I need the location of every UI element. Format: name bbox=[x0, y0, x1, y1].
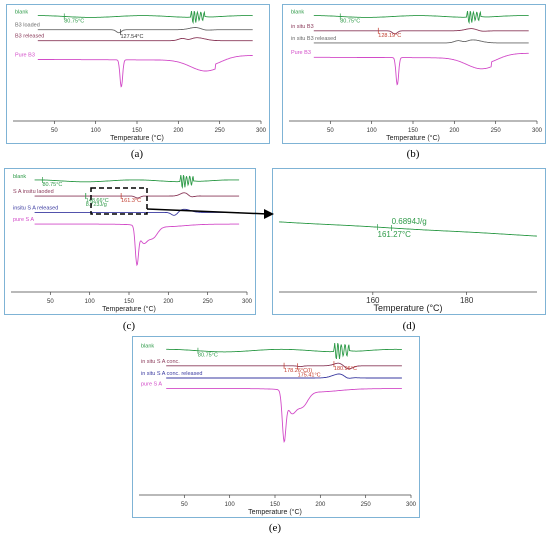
series-line bbox=[37, 55, 253, 88]
caption-d: (d) bbox=[402, 320, 416, 332]
series-label: pure S A bbox=[141, 382, 162, 388]
annotation-label: 80.75°C bbox=[42, 182, 62, 188]
series-label: in situ B3 released bbox=[291, 36, 336, 42]
x-tick-label: 200 bbox=[315, 502, 326, 508]
series-label: in situ B3 bbox=[291, 24, 314, 30]
x-tick-label: 250 bbox=[361, 502, 372, 508]
x-tick-label: 180 bbox=[460, 296, 474, 305]
series-line bbox=[37, 27, 253, 34]
caption-a: (a) bbox=[130, 148, 144, 160]
annotation-label: 8.723J/g bbox=[86, 202, 107, 208]
chart-d-svg: 160 180 Temperature (°C) 0.6894J/g 161.27°C bbox=[279, 217, 537, 313]
chart-c-svg: 50 100 150 200 250 300 Temperature (°C) blank S … bbox=[11, 174, 253, 313]
x-axis-label: Temperature (°C) bbox=[248, 508, 302, 516]
chart-e-svg: 50 100 150 200 250 300 Temperature (°C) blank in… bbox=[139, 343, 417, 516]
caption-b: (b) bbox=[406, 148, 420, 160]
series-label: blank bbox=[291, 10, 304, 16]
series-label: in situ S A conc. bbox=[141, 359, 180, 365]
series-label: blank bbox=[15, 10, 28, 16]
x-tick-label: 300 bbox=[256, 128, 267, 134]
x-tick-label: 150 bbox=[408, 128, 419, 134]
x-tick-label: 150 bbox=[270, 502, 281, 508]
x-tick-label: 50 bbox=[47, 299, 54, 305]
x-tick-label: 300 bbox=[242, 299, 253, 305]
x-axis-label: Temperature (°C) bbox=[110, 134, 164, 142]
x-axis-label: Temperature (°C) bbox=[373, 303, 442, 313]
chart-panel-e: 50 100 150 200 250 300 Temperature (°C) blank in… bbox=[132, 336, 420, 518]
series-line bbox=[166, 388, 402, 443]
chart-panel-a: 50 100 150 200 250 300 Temperature (°C) blank B3… bbox=[6, 4, 270, 144]
annotation-label: 127.54°C bbox=[120, 34, 143, 40]
annotation-label: 161.3°C bbox=[121, 198, 141, 204]
series-line bbox=[37, 37, 253, 42]
caption-e: (e) bbox=[268, 522, 282, 534]
x-axis-label: Temperature (°C) bbox=[102, 305, 156, 313]
series-line bbox=[279, 221, 537, 237]
annotation-label: 128.19°C bbox=[378, 33, 401, 39]
series-label: B3 loaded bbox=[15, 23, 40, 29]
annotation-label: 180.96°C bbox=[334, 366, 357, 372]
series-line bbox=[313, 39, 529, 44]
chart-panel-d: 160 180 Temperature (°C) 0.6894J/g 161.27°C bbox=[272, 168, 546, 315]
x-tick-label: 50 bbox=[51, 128, 58, 134]
series-line bbox=[34, 208, 240, 216]
chart-panel-b: 50 100 150 200 250 300 Temperature (°C) blank in… bbox=[282, 4, 546, 144]
series-label: insitu S A released bbox=[13, 205, 58, 211]
series-label: Pure B3 bbox=[291, 50, 311, 56]
annotation-label: 80.75°C bbox=[198, 353, 218, 359]
x-tick-label: 150 bbox=[132, 128, 143, 134]
series-line bbox=[166, 373, 402, 379]
annotation-label: 80.75°C bbox=[64, 18, 84, 24]
series-label: in situ S A conc. released bbox=[141, 371, 202, 377]
series-line bbox=[313, 10, 529, 25]
x-tick-label: 200 bbox=[173, 128, 184, 134]
series-label: B3 released bbox=[15, 34, 44, 40]
caption-c: (c) bbox=[122, 320, 136, 332]
x-tick-label: 250 bbox=[215, 128, 226, 134]
x-tick-label: 50 bbox=[327, 128, 334, 134]
chart-a-svg: 50 100 150 200 250 300 Temperature (°C) blank B3… bbox=[13, 10, 267, 142]
x-tick-label: 100 bbox=[91, 128, 102, 134]
chart-b-svg: 50 100 150 200 250 300 Temperature (°C) blank in… bbox=[289, 10, 543, 142]
x-tick-label: 200 bbox=[449, 128, 460, 134]
series-line bbox=[34, 175, 240, 189]
series-label: Pure B3 bbox=[15, 52, 35, 58]
x-tick-label: 300 bbox=[532, 128, 543, 134]
x-tick-label: 160 bbox=[366, 296, 380, 305]
x-tick-label: 150 bbox=[124, 299, 135, 305]
series-line bbox=[166, 343, 402, 360]
series-label: S A insitu laoded bbox=[13, 189, 54, 195]
series-line bbox=[34, 223, 240, 267]
series-line bbox=[313, 52, 529, 86]
x-tick-label: 100 bbox=[85, 299, 96, 305]
x-tick-label: 250 bbox=[491, 128, 502, 134]
annotation-label: 0.6894J/g bbox=[392, 217, 427, 226]
x-tick-label: 200 bbox=[163, 299, 174, 305]
series-label: pure S A bbox=[13, 217, 34, 223]
x-tick-label: 100 bbox=[367, 128, 378, 134]
annotation-label: 80.75°C bbox=[340, 18, 360, 24]
x-tick-label: 100 bbox=[225, 502, 236, 508]
series-line bbox=[37, 10, 253, 25]
series-line bbox=[313, 28, 529, 35]
x-tick-label: 50 bbox=[181, 502, 188, 508]
annotation-label: 161.27°C bbox=[378, 230, 412, 239]
x-axis-label: Temperature (°C) bbox=[386, 134, 440, 142]
series-label: blank bbox=[13, 174, 26, 180]
chart-panel-c: 50 100 150 200 250 300 Temperature (°C) blank S … bbox=[4, 168, 256, 315]
x-tick-label: 300 bbox=[406, 502, 417, 508]
annotation-label: 178.26°C(I) bbox=[284, 368, 312, 374]
annotation-label: 175.41°C bbox=[298, 372, 321, 378]
x-tick-label: 250 bbox=[203, 299, 214, 305]
series-label: blank bbox=[141, 344, 154, 350]
